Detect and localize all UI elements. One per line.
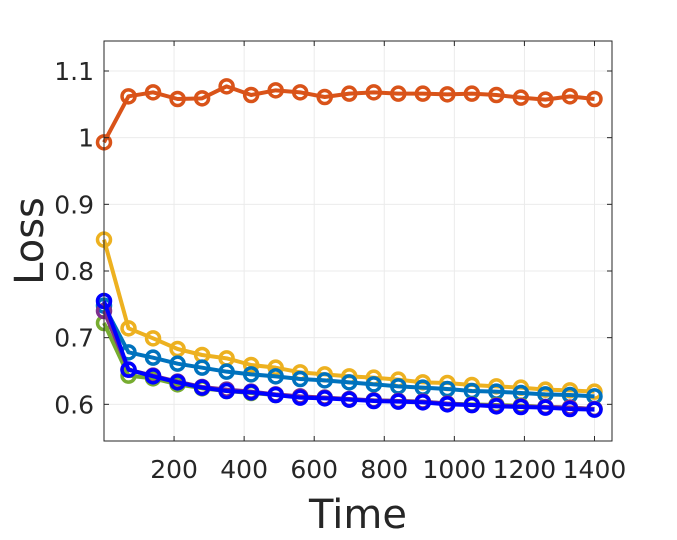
data-point [586,401,603,418]
data-point [169,374,186,391]
data-point [488,86,505,104]
data-point [267,368,284,385]
data-point [144,330,162,347]
data-point [316,88,333,106]
data-point [340,391,358,408]
data-point [316,372,333,389]
y-axis-label: Loss [7,197,53,285]
x-tick-label: 1200 [493,455,557,484]
data-point [193,359,211,376]
data-point [267,82,284,99]
data-point [316,390,333,407]
y-tick-label: 0.6 [54,390,94,419]
grid-lines [104,41,612,441]
data-point [463,396,481,414]
data-point [144,84,162,101]
x-tick-label: 800 [360,455,408,484]
data-point [586,90,603,108]
data-point [242,384,260,401]
data-point [169,90,186,108]
data-point [169,355,186,372]
data-point [120,320,137,337]
y-tick-label: 1 [78,124,94,153]
data-point [365,376,383,393]
data-point [267,359,284,376]
x-tick-label: 400 [220,455,268,484]
data-point [488,398,505,415]
data-point [218,382,235,400]
y-tick-label: 0.9 [54,190,94,219]
y-axis-ticks: 0.6 0.7 0.8 0.9 1 1.1 [54,57,612,419]
data-point [193,379,211,396]
data-point [439,86,456,103]
data-point [218,78,235,95]
data-point [218,363,235,380]
x-tick-label: 1000 [423,455,487,484]
data-point [242,356,260,374]
y-tick-label: 0.8 [54,257,94,286]
axes-box [103,40,613,442]
data-point [242,366,260,383]
data-point [365,392,383,410]
data-point [414,394,432,411]
data-point [390,85,407,102]
series-1 [95,78,603,151]
data-point [463,85,481,102]
data-point [242,86,260,104]
data-point [144,349,162,366]
series-layer [95,78,603,418]
data-point [120,88,137,105]
data-point [414,85,432,102]
x-tick-label: 1400 [563,455,627,484]
data-point [365,84,383,101]
x-tick-label: 200 [150,455,198,484]
data-point [291,84,309,101]
data-point [512,398,530,416]
x-axis-ticks: 200 400 600 800 1000 1200 1400 [150,41,626,484]
data-point [439,396,456,413]
data-point [291,370,309,388]
x-axis-label: Time [308,492,407,538]
data-point [193,90,211,107]
data-point [291,389,309,406]
data-point [267,386,284,404]
data-point [512,89,530,106]
data-point [144,368,162,385]
y-tick-label: 1.1 [54,57,94,86]
data-point [561,400,579,418]
data-point [537,91,554,108]
data-point [340,374,358,391]
data-point [537,399,554,416]
plot-background [104,41,612,441]
data-point [120,361,137,378]
data-point [390,393,407,410]
data-point [561,88,579,105]
data-point [340,85,358,102]
y-tick-label: 0.7 [54,324,94,353]
x-tick-label: 600 [290,455,338,484]
